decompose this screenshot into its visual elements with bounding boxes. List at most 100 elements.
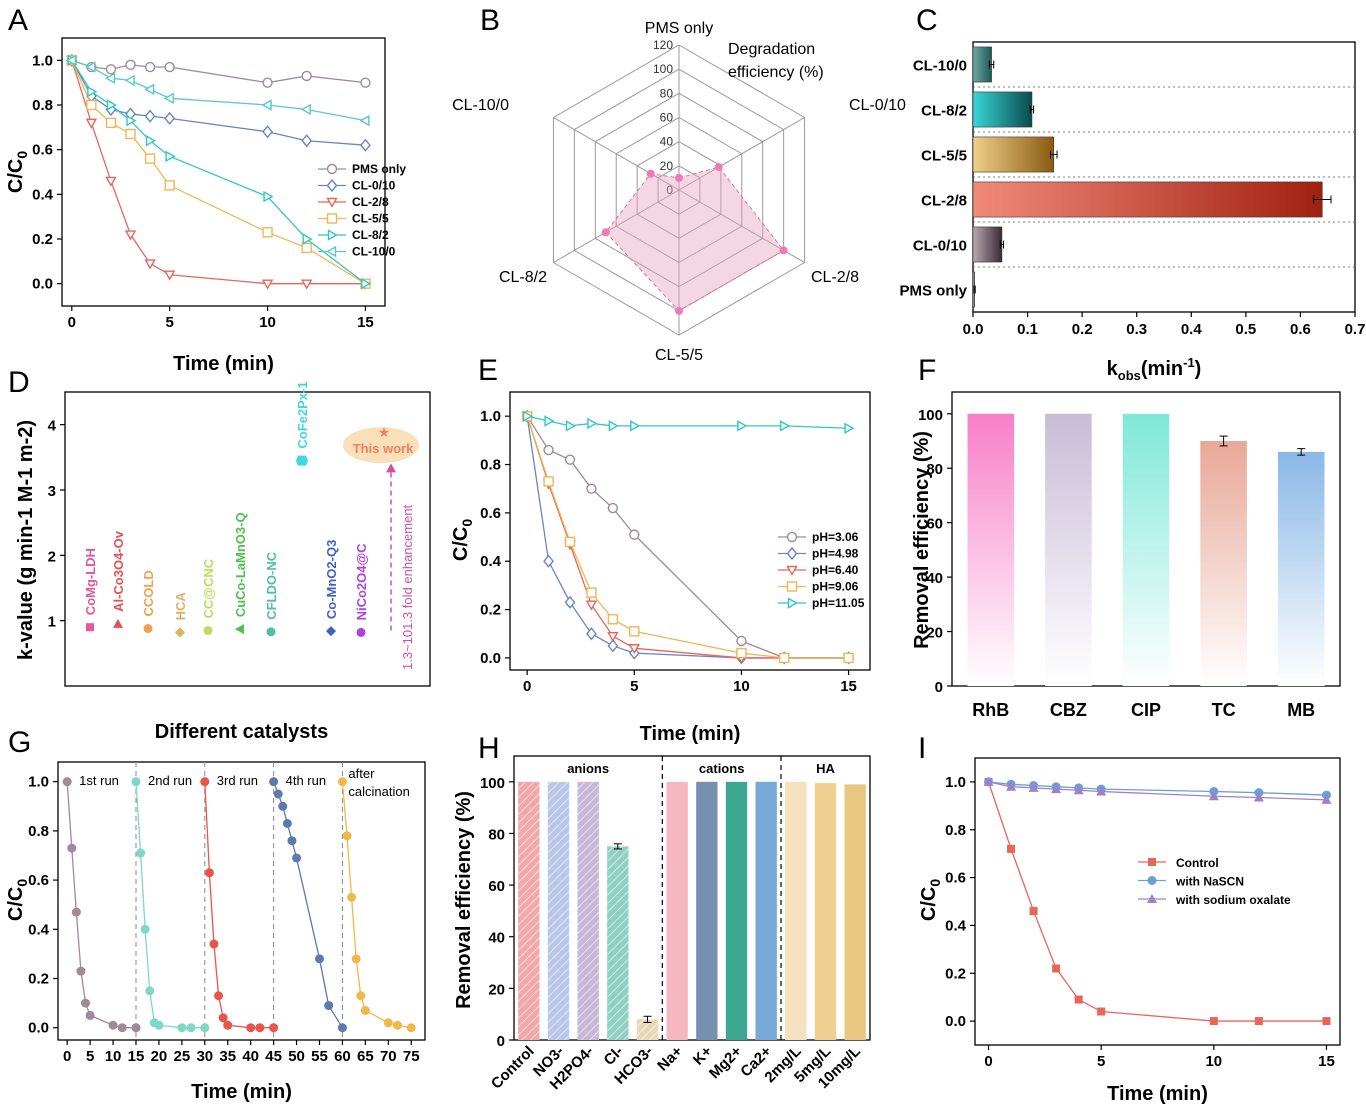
x-tick-label: 40 (242, 1048, 259, 1065)
comparison-point (86, 623, 94, 632)
bar-hatch (547, 781, 570, 1040)
data-point (347, 892, 357, 902)
panel-label-c: C (916, 4, 938, 37)
data-point (356, 991, 366, 1001)
x-tick-label: 0.5 (1235, 321, 1256, 338)
legend-label: pH=9.06 (812, 580, 859, 594)
bar (666, 781, 688, 1040)
legend-marker (786, 565, 798, 576)
bar (725, 781, 748, 1040)
x-tick-label: 10 (105, 1048, 122, 1065)
data-point (218, 1013, 228, 1023)
bar (1122, 413, 1170, 686)
x-tick-label: 70 (380, 1048, 397, 1065)
data-point (273, 789, 283, 799)
y-axis-label: Removal efficiency (%) (911, 431, 933, 649)
x-axis-label-sub: obs (1118, 368, 1141, 383)
data-point (337, 1023, 347, 1033)
category-label: RhB (972, 700, 1009, 720)
data-point (71, 907, 81, 917)
data-point (164, 111, 176, 126)
radar-tick-label: 100 (653, 62, 673, 76)
data-point (629, 626, 640, 637)
y-tick-label: 80 (488, 826, 505, 843)
data-point (342, 831, 352, 841)
x-tick-label: 0.1 (1017, 321, 1038, 338)
data-point (163, 92, 174, 104)
y-tick-label: 1 (48, 614, 56, 631)
comparison-point (203, 625, 213, 635)
x-tick-label: 5 (630, 678, 638, 695)
data-point (301, 134, 313, 148)
plot-frame (513, 755, 871, 1041)
data-point (1209, 1017, 1218, 1026)
category-label: CIP (1131, 700, 1161, 720)
data-point (65, 54, 76, 67)
radar-point (675, 173, 683, 182)
data-point (85, 61, 96, 73)
category-label: CL-8/2 (921, 103, 967, 120)
legend-label: CL-10/0 (352, 245, 396, 259)
x-tick-label: 0.2 (1072, 321, 1093, 338)
group-label: cations (699, 761, 745, 776)
plot-frame (57, 761, 426, 1041)
data-point (204, 868, 214, 878)
data-point (1208, 791, 1219, 801)
panel-c-kobs-bar-chart: CL-10/0 CL-8/2 CL-5/5 CL-2/8 CL-0/10 PMS only… (899, 41, 1365, 383)
x-axis-label: Time (min) (640, 723, 741, 745)
x-axis-label: Time (min) (1107, 1083, 1208, 1105)
legend-label: CL-8/2 (352, 228, 389, 242)
data-point (292, 853, 302, 863)
data-point (1074, 995, 1083, 1004)
data-point (108, 1020, 118, 1030)
legend-label: pH=6.40 (812, 563, 859, 577)
x-tick-label: 35 (219, 1048, 236, 1065)
radar-spoke (553, 117, 680, 191)
series-line-4 (526, 415, 849, 429)
panel-e-ph-chart: 0 5 10 15 0.0 0.2 0.4 0.6 0.8 1.0 pH=3.06 pH=4.98 pH… (450, 391, 871, 745)
y-axis-label: C/C0 (5, 879, 30, 921)
legend-label: CL-0/10 (352, 179, 396, 193)
x-tick-label: 0 (68, 314, 76, 331)
x-axis-label: kobs(min-1) (1107, 355, 1202, 383)
legend-marker (1148, 858, 1156, 866)
radar-point (646, 169, 655, 178)
data-point (983, 776, 994, 786)
data-point (1006, 781, 1017, 791)
comparison-label: HCA (173, 592, 188, 621)
run-annotation: 1st run (79, 773, 119, 788)
radar-tick-label: 20 (660, 159, 674, 173)
panel-g-cycles-chart: 0 5 10 15 20 25 30 35 40 45 50 55 60 65 70 750.00.20.40… (5, 721, 426, 1103)
data-point (360, 1005, 370, 1015)
legend-marker (786, 546, 798, 561)
data-point (106, 99, 117, 111)
data-point (262, 125, 273, 139)
data-point (543, 554, 554, 568)
radar-axis-label: CL-8/2 (499, 269, 547, 286)
bar (755, 781, 777, 1040)
radar-point (779, 246, 788, 255)
legend-marker (326, 178, 338, 193)
series-line-4 (71, 59, 366, 285)
y-tick-label: 3 (48, 483, 56, 500)
data-point (163, 270, 176, 281)
data-point (629, 529, 640, 540)
bar (814, 783, 837, 1040)
radar-point (601, 228, 610, 237)
data-point (140, 924, 150, 934)
data-point (586, 627, 597, 641)
plot-frame (974, 757, 1341, 1046)
x-tick-label: 5 (1097, 1053, 1105, 1070)
radar-axis-label: CL-0/10 (849, 97, 906, 114)
data-point (324, 1001, 334, 1011)
comparison-point (175, 627, 185, 638)
y-axis-label-main: C/C (450, 527, 472, 561)
y-tick-label: 0.8 (945, 822, 966, 839)
data-point (200, 777, 210, 787)
legend-label: pH=3.06 (812, 530, 859, 544)
comparison-label: CoMg-LDH (83, 548, 98, 615)
data-point (314, 954, 324, 964)
x-tick-label: 10 (733, 678, 750, 695)
data-point (844, 422, 855, 434)
